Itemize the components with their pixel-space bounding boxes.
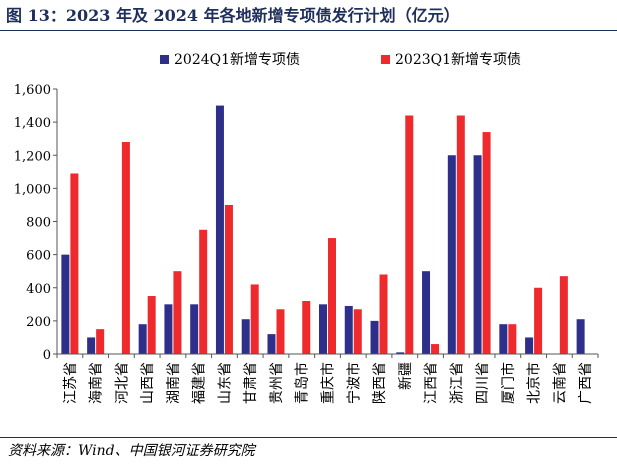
- x-tick-label: 浙江省: [449, 362, 465, 404]
- bar-2024: [87, 337, 96, 354]
- bar-2024: [241, 319, 250, 354]
- legend-swatch-2024: [160, 55, 169, 64]
- bar-2024: [190, 304, 199, 354]
- x-tick-label: 青岛市: [294, 362, 311, 404]
- y-tick-label: 400: [26, 282, 51, 297]
- bar-2023: [405, 115, 414, 354]
- bars: [61, 105, 585, 354]
- x-tick-label: 云南省: [552, 362, 568, 404]
- figure-title: 图 13：2023 年及 2024 年各地新增专项债发行计划（亿元）: [6, 6, 460, 25]
- x-tick-label: 陕西省: [372, 362, 388, 404]
- bar-2024: [344, 305, 353, 354]
- bar-2023: [534, 287, 543, 354]
- bar-2023: [199, 229, 208, 354]
- bar-2024: [319, 304, 327, 354]
- bar-2023: [250, 284, 259, 354]
- y-tick-label: 0: [43, 348, 51, 363]
- bar-2023: [328, 238, 336, 354]
- bar-2023: [431, 344, 440, 354]
- bar-2023: [276, 309, 285, 354]
- bar-2023: [559, 276, 568, 354]
- source-note: 资料来源：Wind、中国银河证券研究院: [8, 443, 255, 459]
- bar-2024: [61, 254, 70, 354]
- y-tick-label: 600: [26, 249, 51, 264]
- legend: 2024Q1新增专项债 2023Q1新增专项债: [160, 52, 521, 68]
- x-tick-label: 四川省: [475, 362, 491, 404]
- x-tick-label: 宁波市: [345, 362, 362, 404]
- x-axis: 江苏省 海南省 河北省 山西省 湖南省 福建省 山东省 甘肃省 贵州省 青岛市 重庆市 宁波市 陕西省新…: [56, 353, 599, 404]
- bar-2024: [447, 155, 456, 354]
- bar-2023: [224, 204, 233, 354]
- legend-swatch-2023: [381, 55, 390, 64]
- bar-2024: [267, 334, 276, 354]
- bar-2023: [302, 301, 311, 354]
- x-tick-label: 山西省: [140, 362, 156, 404]
- y-tick-label: 800: [26, 216, 51, 231]
- bar-2024: [138, 324, 147, 354]
- bar-2024: [576, 319, 585, 354]
- bar-2023: [482, 132, 491, 354]
- bar-chart: 2024Q1新增专项债 2023Q1新增专项债 0 200 400 600 800 1,0…: [14, 52, 599, 404]
- bar-2024: [473, 155, 482, 354]
- bar-2024: [422, 271, 431, 354]
- x-tick-label: 山东省: [217, 362, 233, 404]
- x-tick-label: 江苏省: [63, 362, 79, 404]
- bar-2023: [70, 173, 79, 354]
- x-tick-label: 新疆: [398, 362, 414, 390]
- x-tick-label: 河北省: [114, 362, 130, 404]
- bar-2023: [147, 296, 156, 354]
- bar-2023: [121, 142, 130, 354]
- bar-2024: [370, 320, 379, 354]
- bar-2023: [508, 324, 517, 354]
- x-tick-label: 江西省: [424, 362, 440, 404]
- bar-2024: [525, 337, 534, 354]
- bar-2024: [396, 352, 405, 354]
- x-tick-label: 湖南省: [166, 362, 182, 404]
- bar-2024: [215, 105, 224, 354]
- x-tick-label: 海南省: [89, 362, 105, 404]
- legend-label-2024: 2024Q1新增专项债: [174, 52, 300, 68]
- x-tick-label: 甘肃省: [243, 362, 259, 404]
- x-tick-label: 厦门市: [500, 362, 517, 404]
- y-tick-label: 1,600: [14, 83, 51, 98]
- x-tick-label: 广西省: [578, 362, 594, 404]
- legend-label-2023: 2023Q1新增专项债: [395, 52, 521, 68]
- bar-2023: [353, 309, 362, 354]
- bar-2023: [173, 271, 182, 354]
- x-tick-label: 福建省: [192, 362, 208, 404]
- bar-2024: [499, 324, 508, 354]
- title-divider: [0, 30, 617, 31]
- y-tick-label: 1,000: [14, 182, 51, 197]
- x-tick-label: 北京市: [526, 362, 543, 404]
- x-tick-label: 重庆市: [320, 362, 337, 404]
- x-tick-label: 贵州省: [269, 362, 285, 404]
- bar-2023: [456, 115, 465, 354]
- footer-divider: [0, 437, 617, 438]
- bar-2024: [164, 304, 173, 354]
- bar-2023: [96, 329, 105, 354]
- y-tick-label: 1,400: [14, 116, 51, 131]
- bar-2023: [379, 274, 388, 354]
- y-tick-label: 1,200: [14, 149, 51, 164]
- y-axis: 0 200 400 600 800 1,000 1,200 1,400 1,600: [14, 83, 58, 363]
- y-tick-label: 200: [26, 315, 51, 330]
